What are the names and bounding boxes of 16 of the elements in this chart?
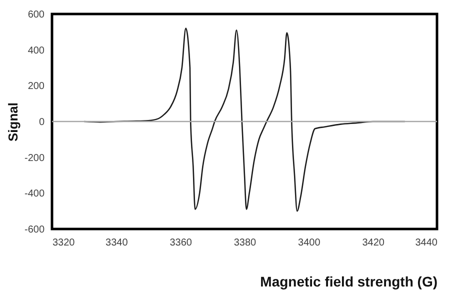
- x-tick-label: 3440: [415, 238, 438, 248]
- y-tick-label: 600: [28, 10, 45, 20]
- y-axis-title: Signal: [5, 102, 20, 142]
- y-tick-label: -200: [24, 152, 45, 164]
- y-tick-label: -600: [24, 224, 45, 236]
- x-tick-label: 3420: [362, 238, 385, 248]
- y-tick-label: 400: [28, 45, 45, 56]
- x-tick-label: 3380: [234, 238, 257, 248]
- y-tick-label: -400: [24, 188, 45, 200]
- y-tick-label: 200: [28, 81, 45, 92]
- x-axis-title: Magnetic field strength (G): [260, 274, 438, 290]
- x-tick-label: 3320: [52, 238, 76, 248]
- x-tick-label: 3360: [170, 238, 192, 248]
- y-tick-label: 0: [38, 117, 45, 128]
- x-tick-label: 3400: [298, 238, 321, 248]
- x-tick-label: 3340: [106, 238, 128, 248]
